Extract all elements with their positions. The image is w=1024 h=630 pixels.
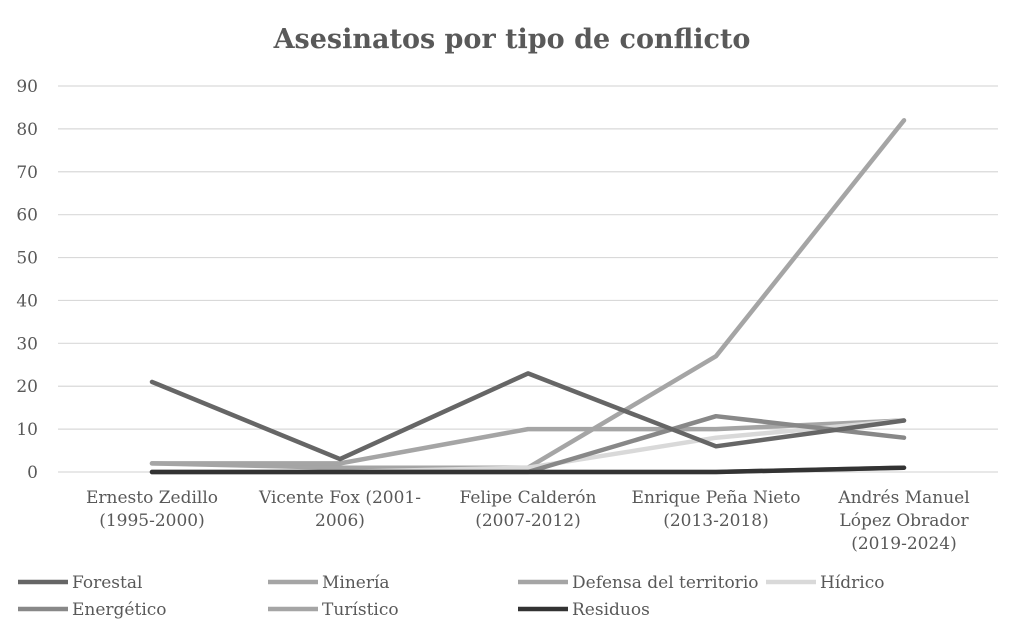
- legend-label: Minería: [322, 573, 390, 593]
- y-tick-label: 20: [16, 377, 38, 397]
- y-tick-label: 30: [16, 334, 38, 354]
- series-line-defensa-del-territorio: [149, 118, 907, 470]
- legend-label: Energético: [72, 600, 167, 620]
- y-tick-label: 10: [16, 420, 38, 440]
- legend-label: Forestal: [72, 573, 142, 593]
- x-category-label: Felipe Calderón (2007-2012): [460, 488, 597, 531]
- x-category-label: Enrique Peña Nieto (2013-2018): [632, 488, 801, 531]
- y-tick-label: 60: [16, 206, 38, 226]
- legend-label: Hídrico: [820, 573, 884, 593]
- series-line-residuos: [149, 465, 907, 475]
- y-tick-label: 40: [16, 291, 38, 311]
- series-line-forestal: [149, 371, 907, 462]
- legend-label: Turístico: [322, 600, 399, 620]
- y-axis-ticks: 0 10 20 30 40 50 60 70 80 90: [16, 77, 38, 483]
- series-line-minería: [149, 418, 907, 466]
- x-axis-categories: Ernesto Zedillo (1995-2000) Vicente Fox (2…: [86, 488, 970, 554]
- y-tick-label: 70: [16, 163, 38, 183]
- gridlines: [58, 85, 998, 473]
- y-tick-label: 50: [16, 249, 38, 269]
- x-category-label: Ernesto Zedillo (1995-2000): [86, 488, 218, 531]
- y-tick-label: 0: [27, 463, 38, 483]
- legend-label: Defensa del territorio: [572, 573, 759, 593]
- chart-title: Asesinatos por tipo de conflicto: [273, 24, 751, 55]
- y-tick-label: 90: [16, 77, 38, 97]
- legend-label: Residuos: [572, 600, 650, 620]
- series-lines: [149, 118, 907, 475]
- y-tick-label: 80: [16, 120, 38, 140]
- x-category-label: Andrés Manuel López Obrador (2019-2024): [837, 488, 969, 554]
- x-category-label: Vicente Fox (2001-2006): [258, 488, 421, 531]
- legend: Forestal Minería Defensa del territorio Híd…: [18, 573, 884, 620]
